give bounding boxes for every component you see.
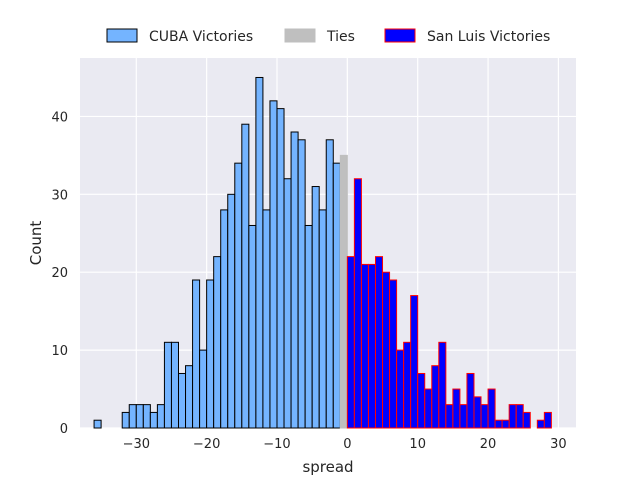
legend-swatch (284, 28, 316, 43)
x-tick-label: −10 (263, 437, 290, 452)
bar-series-0 (332, 162, 341, 429)
legend-label: Ties (326, 29, 355, 45)
bar-series-2 (501, 419, 510, 429)
bar-series-1 (339, 154, 348, 429)
bar-series-0 (227, 193, 236, 429)
bar-series-0 (170, 341, 179, 429)
bar-series-2 (536, 419, 545, 429)
x-tick-label: 10 (409, 437, 426, 452)
bar-series-0 (199, 349, 208, 429)
bar-series-0 (304, 224, 313, 429)
y-tick-label: 20 (51, 266, 68, 281)
bar-series-2 (431, 365, 440, 429)
bar-series-0 (318, 209, 327, 429)
bar-series-2 (389, 279, 398, 429)
bar-series-0 (248, 224, 257, 429)
bar-series-0 (262, 209, 271, 429)
bar-series-0 (311, 186, 320, 429)
bar-series-0 (213, 256, 222, 429)
x-tick-label: −20 (193, 437, 220, 452)
legend-swatch (384, 28, 416, 43)
bar-series-2 (417, 372, 426, 429)
y-axis-label: Count (27, 221, 45, 266)
bar-series-2 (360, 263, 369, 429)
x-tick-label: 20 (480, 437, 497, 452)
bar-series-2 (367, 263, 376, 429)
bar-series-2 (382, 271, 391, 429)
x-tick-label: 30 (550, 437, 567, 452)
x-tick-label: −30 (123, 437, 150, 452)
x-axis-ticks: −30 −20 −10 0 10 20 30 (123, 437, 567, 452)
y-tick-label: 30 (51, 188, 68, 203)
bar-series-2 (473, 396, 482, 429)
bar-series-2 (494, 419, 503, 429)
bar-series-2 (487, 388, 496, 429)
x-tick-label: 0 (343, 437, 351, 452)
bar-series-2 (346, 256, 355, 429)
histogram-bars (93, 76, 552, 429)
bar-series-2 (508, 404, 517, 429)
bar-series-2 (543, 411, 552, 429)
bar-series-0 (163, 341, 172, 429)
bar-series-2 (438, 341, 447, 429)
legend-label: CUBA Victories (149, 29, 253, 45)
bar-series-0 (297, 139, 306, 429)
bar-series-0 (220, 209, 229, 429)
bar-series-0 (276, 108, 285, 429)
bar-series-0 (283, 178, 292, 429)
bar-series-2 (445, 404, 454, 429)
bar-series-0 (121, 411, 130, 429)
bar-series-0 (135, 404, 144, 429)
bar-series-0 (206, 279, 215, 429)
bar-series-0 (290, 131, 299, 429)
bar-series-0 (241, 123, 250, 429)
bar-series-2 (452, 388, 461, 429)
bar-series-0 (142, 404, 151, 429)
bar-series-0 (149, 411, 158, 429)
legend-label: San Luis Victories (427, 29, 550, 45)
bar-series-2 (410, 295, 419, 429)
bar-series-0 (156, 404, 165, 429)
bar-series-0 (93, 419, 102, 429)
bar-series-2 (403, 341, 412, 429)
bar-series-2 (515, 404, 524, 429)
y-tick-label: 0 (60, 422, 68, 437)
bar-series-2 (424, 388, 433, 429)
bar-series-0 (234, 162, 243, 429)
bar-series-2 (466, 372, 475, 429)
bar-series-2 (396, 349, 405, 429)
bar-series-2 (353, 178, 362, 429)
bar-series-2 (522, 411, 531, 429)
legend: CUBA Victories Ties San Luis Victories (106, 28, 550, 45)
y-tick-label: 10 (51, 344, 68, 359)
bar-series-2 (374, 256, 384, 429)
bar-series-0 (185, 365, 194, 429)
y-axis-ticks: 0 10 20 30 40 (51, 110, 68, 437)
bar-series-0 (128, 404, 137, 429)
y-tick-label: 40 (51, 110, 68, 125)
bar-series-0 (177, 372, 187, 429)
bar-series-2 (459, 404, 468, 429)
bar-series-0 (192, 279, 201, 429)
bar-series-0 (255, 76, 264, 429)
bar-series-0 (269, 100, 278, 429)
legend-swatch (106, 28, 138, 43)
bar-series-2 (480, 404, 489, 429)
x-axis-label: spread (302, 458, 353, 476)
bar-series-0 (325, 139, 334, 429)
